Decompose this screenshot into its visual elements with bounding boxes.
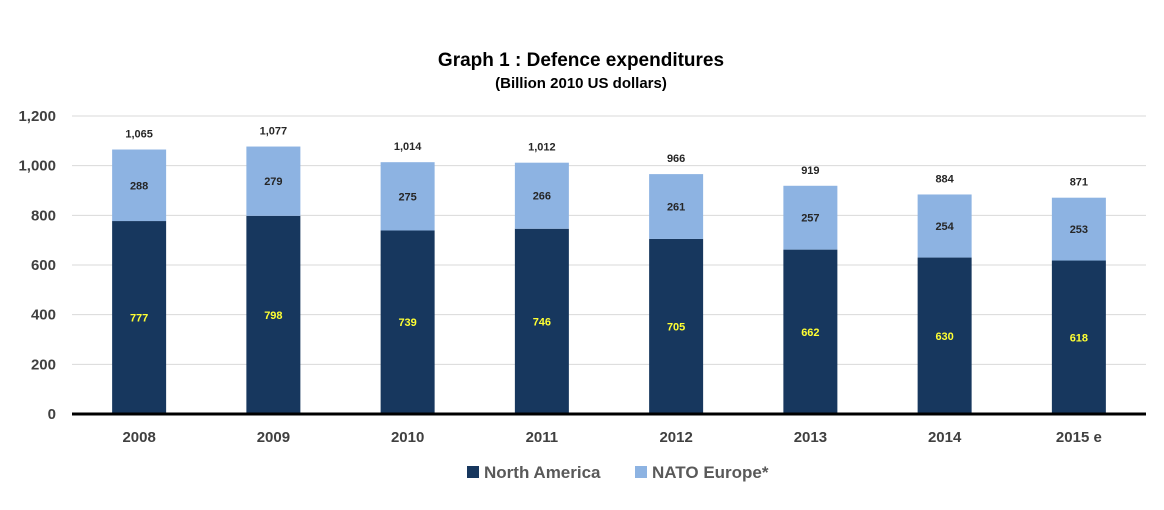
- data-label-total: 966: [667, 153, 685, 165]
- bar-north-america: [649, 238, 704, 414]
- data-label-nato-europe: 279: [264, 176, 282, 188]
- y-tick-label: 600: [31, 257, 56, 274]
- data-label-total: 1,077: [260, 126, 288, 138]
- bar-nato-europe: [380, 162, 435, 231]
- data-label-north-america: 618: [1070, 332, 1088, 344]
- chart-title: Graph 1 : Defence expenditures: [438, 50, 724, 71]
- legend-label: North America: [484, 463, 601, 482]
- legend-swatch: [467, 466, 479, 478]
- bar-nato-europe: [246, 146, 301, 216]
- data-label-total: 1,014: [394, 141, 422, 153]
- x-tick-label: 2014: [928, 429, 962, 446]
- bar-north-america: [380, 230, 435, 414]
- data-label-north-america: 630: [935, 331, 953, 343]
- plot-area: 777 288 1,065 798 279 1,077 739 275 1,014 746 266 1…: [112, 126, 1106, 414]
- y-tick-label: 1,200: [18, 108, 56, 125]
- data-label-north-america: 798: [264, 310, 282, 322]
- x-axis: 2008 2009 2010 2011 2012 2013 2014 2015 e: [72, 412, 1146, 446]
- y-tick-label: 400: [31, 307, 56, 324]
- y-tick-label: 0: [48, 406, 56, 423]
- data-label-total: 884: [935, 173, 954, 185]
- data-label-total: 1,012: [528, 142, 556, 154]
- data-label-north-america: 662: [801, 327, 819, 339]
- y-tick-label: 1,000: [18, 158, 56, 175]
- x-tick-label: 2011: [526, 429, 559, 446]
- data-label-nato-europe: 254: [935, 221, 954, 233]
- data-label-north-america: 746: [533, 316, 551, 328]
- data-label-total: 871: [1070, 177, 1088, 189]
- data-label-nato-europe: 266: [533, 191, 551, 203]
- bar-north-america: [112, 221, 167, 414]
- legend-swatch: [635, 466, 647, 478]
- bar-north-america: [514, 228, 569, 414]
- bar-nato-europe: [649, 174, 704, 239]
- chart-subtitle: (Billion 2010 US dollars): [495, 75, 667, 92]
- y-axis: 0 200 400 600 800 1,000 1,200: [18, 108, 56, 423]
- legend-label: NATO Europe*: [652, 463, 769, 482]
- data-label-north-america: 705: [667, 321, 685, 333]
- bar-north-america: [246, 215, 301, 414]
- bar-north-america: [783, 249, 838, 414]
- bar-nato-europe: [514, 162, 569, 229]
- bar-nato-europe: [1051, 197, 1106, 261]
- y-tick-label: 800: [31, 207, 56, 224]
- bar-nato-europe: [917, 194, 972, 258]
- y-tick-label: 200: [31, 356, 56, 373]
- x-tick-label: 2010: [391, 429, 424, 446]
- x-tick-label: 2012: [659, 429, 692, 446]
- x-tick-label: 2015 e: [1056, 429, 1102, 446]
- bar-nato-europe: [783, 185, 838, 250]
- data-label-total: 919: [801, 165, 819, 177]
- legend: North America NATO Europe*: [467, 463, 769, 482]
- bar-north-america: [917, 257, 972, 414]
- data-label-nato-europe: 275: [398, 191, 416, 203]
- bar-nato-europe: [112, 149, 167, 222]
- x-tick-label: 2013: [794, 429, 827, 446]
- data-label-total: 1,065: [125, 129, 153, 141]
- data-label-north-america: 777: [130, 313, 148, 325]
- x-tick-label: 2008: [122, 429, 155, 446]
- data-label-nato-europe: 288: [130, 180, 148, 192]
- data-label-nato-europe: 257: [801, 213, 819, 225]
- data-label-nato-europe: 261: [667, 202, 685, 214]
- data-label-north-america: 739: [398, 317, 416, 329]
- x-tick-label: 2009: [257, 429, 290, 446]
- gridlines: [72, 115, 1146, 365]
- bar-north-america: [1051, 260, 1106, 414]
- data-label-nato-europe: 253: [1070, 224, 1088, 236]
